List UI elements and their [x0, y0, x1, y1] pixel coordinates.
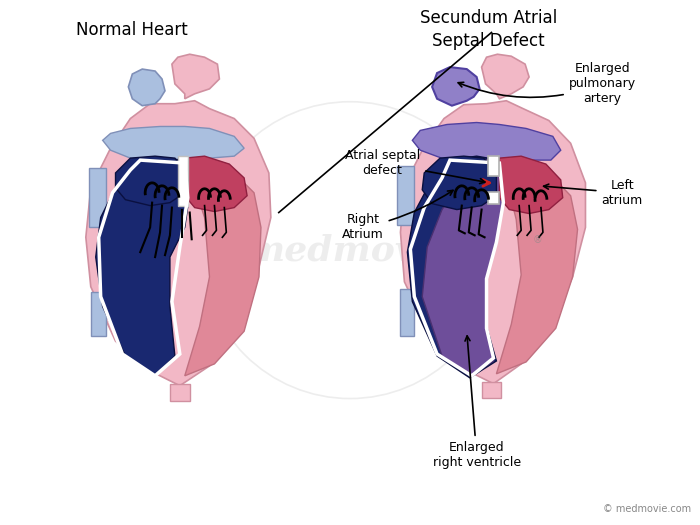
Polygon shape [487, 156, 499, 176]
Polygon shape [398, 166, 414, 225]
Polygon shape [170, 384, 190, 401]
Polygon shape [412, 122, 561, 163]
Text: Enlarged
right ventricle: Enlarged right ventricle [433, 336, 521, 469]
Polygon shape [482, 382, 501, 397]
Polygon shape [400, 101, 585, 384]
Polygon shape [89, 168, 106, 227]
Polygon shape [422, 156, 496, 209]
Polygon shape [496, 160, 578, 374]
Text: © medmovie.com: © medmovie.com [603, 505, 692, 514]
Polygon shape [103, 127, 244, 160]
Text: Right
Atrium: Right Atrium [342, 191, 453, 242]
Text: ®: ® [533, 235, 543, 245]
Polygon shape [96, 158, 190, 376]
Text: medmovie: medmovie [246, 233, 454, 267]
Polygon shape [91, 292, 106, 336]
Polygon shape [185, 156, 247, 212]
Polygon shape [116, 156, 185, 206]
Text: Enlarged
pulmonary
artery: Enlarged pulmonary artery [458, 62, 636, 106]
Text: Secundum Atrial
Septal Defect: Secundum Atrial Septal Defect [420, 9, 557, 50]
Polygon shape [178, 156, 188, 206]
Polygon shape [185, 158, 261, 376]
Polygon shape [172, 54, 219, 99]
Text: Normal Heart: Normal Heart [76, 20, 188, 38]
Polygon shape [400, 289, 414, 336]
Polygon shape [432, 67, 480, 106]
Polygon shape [128, 69, 165, 106]
Polygon shape [407, 156, 503, 378]
Polygon shape [499, 156, 563, 214]
Polygon shape [487, 192, 499, 204]
Polygon shape [422, 158, 503, 376]
Polygon shape [482, 54, 529, 99]
Polygon shape [86, 101, 271, 386]
Text: Atrial septal
defect: Atrial septal defect [345, 149, 485, 184]
Text: Left
atrium: Left atrium [544, 178, 643, 207]
